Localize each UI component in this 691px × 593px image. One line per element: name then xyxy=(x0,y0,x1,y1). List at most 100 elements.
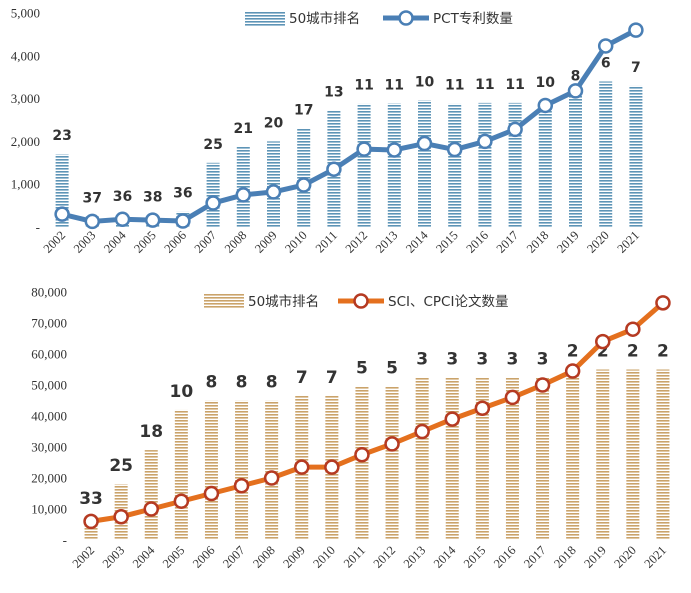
c2-point-2013 xyxy=(414,423,430,440)
c2-bar-2015 xyxy=(475,377,489,540)
c1-rank-label-2013: 11 xyxy=(385,77,404,93)
legend-1: 50城市排名 PCT专利数量 xyxy=(245,10,513,27)
c1-xtick-label: 2019 xyxy=(554,228,582,256)
c2-xtick-label: 2006 xyxy=(190,543,218,571)
c2-rank-label-2013: 3 xyxy=(416,349,428,369)
c1-rank-label-2009: 20 xyxy=(264,115,284,131)
c1-rank-label-2006: 36 xyxy=(173,186,192,202)
c2-ytick-label: 10,000 xyxy=(31,502,67,517)
c2-rank-label-2010: 7 xyxy=(326,368,338,388)
c2-rank-label-2017: 3 xyxy=(537,349,549,369)
c1-point-2018 xyxy=(537,97,554,114)
c2-ytick-label: 50,000 xyxy=(31,378,67,393)
c2-ytick-label: 70,000 xyxy=(31,316,67,331)
c1-rank-label-2020: 6 xyxy=(601,55,611,71)
c1-bar-2017 xyxy=(508,102,522,227)
c1-rank-label-2008: 21 xyxy=(234,121,253,137)
c2-point-2015 xyxy=(474,400,491,416)
c2-ytick-label: 30,000 xyxy=(31,440,67,455)
c2-xtick-label: 2008 xyxy=(250,543,278,571)
c2-ytick-label: 20,000 xyxy=(31,471,67,486)
c1-ytick-label: 1,000 xyxy=(11,177,40,192)
c1-rank-label-2010: 17 xyxy=(294,103,313,119)
c2-ytick-label: 60,000 xyxy=(31,347,67,362)
c2-rank-label-2021: 2 xyxy=(657,342,669,362)
c2-xtick-label: 2005 xyxy=(160,543,188,571)
plot-2: - 10,000 20,000 30,000 40,000 50,000 60,000 70,… xyxy=(31,285,671,571)
c2-bar-2005 xyxy=(174,409,188,540)
c1-rank-label-2019: 8 xyxy=(571,69,581,85)
c1-xtick-label: 2006 xyxy=(161,228,189,256)
c2-ytick-label: 80,000 xyxy=(31,285,67,300)
c2-point-2005 xyxy=(173,493,190,509)
c2-xtick-label: 2010 xyxy=(310,543,338,571)
c2-bar-2016 xyxy=(505,377,519,540)
c2-ytick-label: 40,000 xyxy=(31,409,67,424)
c1-xtick-label: 2002 xyxy=(41,228,69,256)
c2-point-2007 xyxy=(233,478,250,494)
c2-xtick-label: 2018 xyxy=(551,543,579,571)
c1-xtick-label: 2015 xyxy=(433,228,461,256)
c1-xtick-label: 2016 xyxy=(463,228,491,256)
c2-bar-2011 xyxy=(355,386,369,540)
legend-1-line-label: PCT专利数量 xyxy=(433,11,513,27)
c1-rank-label-2012: 11 xyxy=(354,78,373,94)
c2-xtick-label: 2002 xyxy=(70,543,98,571)
c1-rank-label-2011: 13 xyxy=(324,85,343,101)
c1-rank-label-2016: 11 xyxy=(475,77,494,93)
legend-2-marker-swatch xyxy=(353,293,369,309)
c2-xtick-label: 2016 xyxy=(491,543,519,571)
c2-rank-label-2014: 3 xyxy=(446,349,458,369)
c2-bar-2014 xyxy=(445,377,459,540)
c1-ytick-label: - xyxy=(36,220,40,235)
c2-rank-label-2004: 18 xyxy=(139,422,163,442)
c2-point-2006 xyxy=(203,485,220,502)
c2-rank-label-2015: 3 xyxy=(476,349,488,369)
c2-rank-label-2020: 2 xyxy=(627,342,639,362)
c1-point-2009 xyxy=(265,184,282,200)
c2-xtick-label: 2014 xyxy=(431,543,459,571)
legend-2-bar-label: 50城市排名 xyxy=(248,293,319,310)
c1-rank-label-2015: 11 xyxy=(445,78,464,94)
c1-xtick-label: 2021 xyxy=(614,228,642,256)
c1-bar-2016 xyxy=(478,102,492,227)
c2-xtick-label: 2013 xyxy=(401,543,429,571)
legend-2-bar-swatch xyxy=(204,294,244,309)
c2-point-2016 xyxy=(504,389,521,406)
c2-rank-label-2019: 2 xyxy=(597,342,609,362)
c1-ytick-label: 4,000 xyxy=(11,48,40,63)
c1-ytick-label: 5,000 xyxy=(11,6,40,21)
legend-1-bar-label: 50城市排名 xyxy=(289,10,360,27)
c1-bar-2021 xyxy=(629,85,643,227)
c1-point-2004 xyxy=(114,211,131,228)
c1-xtick-label: 2008 xyxy=(222,228,250,256)
c1-point-2017 xyxy=(507,121,523,138)
c1-point-2013 xyxy=(386,142,403,158)
c2-bar-2012 xyxy=(385,386,399,540)
c2-point-2017 xyxy=(534,377,551,393)
c2-point-2004 xyxy=(143,501,159,517)
c1-rank-label-2017: 11 xyxy=(505,77,524,93)
c1-bar-2008 xyxy=(236,146,250,227)
c1-point-2012 xyxy=(356,141,372,157)
c1-point-2021 xyxy=(628,22,644,38)
c1-bar-2013 xyxy=(387,103,401,227)
c2-point-2002 xyxy=(83,513,99,530)
c1-point-2019 xyxy=(567,83,584,99)
c2-bar-2021 xyxy=(656,369,670,540)
c1-point-2010 xyxy=(295,177,312,193)
c1-xtick-label: 2009 xyxy=(252,228,280,256)
c1-rank-label-2002: 23 xyxy=(52,128,71,144)
c2-rank-label-2007: 8 xyxy=(236,373,248,393)
c1-bar-2019 xyxy=(569,94,582,227)
legend-1-bar-swatch xyxy=(245,11,285,26)
c1-point-2014 xyxy=(416,135,433,152)
c2-bar-2004 xyxy=(144,450,158,540)
c2-rank-label-2008: 8 xyxy=(266,373,278,393)
c2-bar-2006 xyxy=(204,400,218,540)
c1-point-2011 xyxy=(326,161,342,177)
c1-xtick-label: 2017 xyxy=(494,228,522,256)
c2-bar-2007 xyxy=(235,400,249,540)
